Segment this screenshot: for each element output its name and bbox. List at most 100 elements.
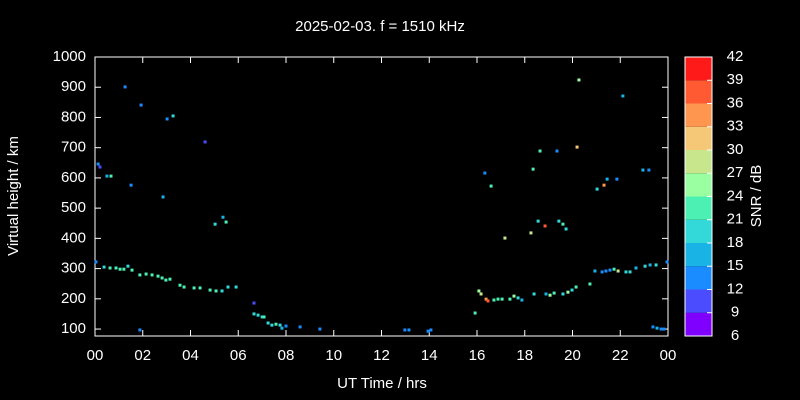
point [426,329,430,333]
y-tick-label: 1000 [53,48,86,65]
colorbar-band [685,243,712,267]
point [208,288,212,292]
point [486,299,490,303]
point [604,269,608,273]
x-tick-label: 04 [182,347,199,364]
point [634,266,638,270]
point [473,311,477,315]
point [252,301,256,305]
y-tick-label: 300 [61,260,86,277]
colorbar-label: SNR / dB [748,165,765,228]
point [605,177,609,181]
point [221,215,225,219]
point [561,292,565,296]
point [118,267,122,271]
point [160,276,164,280]
point [256,313,260,317]
point [552,291,556,295]
point [612,267,616,271]
point [150,273,154,277]
point [570,288,574,292]
x-tick-label: 00 [87,347,104,364]
point [615,177,619,181]
point [108,266,112,270]
chart-title: 2025-02-03. f = 1510 kHz [295,18,465,35]
point [226,285,230,289]
point [564,227,568,231]
point [123,85,127,89]
point [575,145,579,149]
point [520,298,524,302]
point [234,285,238,289]
colorbar-tick-label: 36 [727,94,744,111]
point [479,292,483,296]
colorbar-band [685,173,712,197]
point [641,168,645,172]
point [492,298,496,302]
point [624,270,628,274]
point [557,219,561,223]
colorbar-tick-label: 9 [731,304,739,321]
point [274,322,278,326]
colorbar-band [685,312,712,336]
point [280,326,284,330]
point [270,323,274,327]
point [654,263,658,267]
colorbar-band [685,103,712,127]
point [531,167,535,171]
point [544,292,548,296]
colorbar-tick-label: 42 [727,48,744,65]
y-tick-label: 200 [61,290,86,307]
colorbar-tick-label: 39 [727,71,744,88]
point [278,323,282,327]
point [220,289,224,293]
point [655,326,659,330]
colorbar-band [685,266,712,290]
point [532,292,536,296]
x-tick-label: 16 [469,347,486,364]
point [122,267,126,271]
x-tick-label: 02 [134,347,151,364]
point [224,220,228,224]
point [403,328,407,332]
point [665,260,669,264]
point [156,274,160,278]
y-tick-label: 100 [61,320,86,337]
point [192,286,196,290]
point [555,149,559,153]
point [484,297,488,301]
colorbar-tick-label: 27 [727,164,744,181]
point [574,285,578,289]
point [429,328,433,332]
colorbar-band [685,150,712,174]
x-tick-label: 22 [612,347,629,364]
point [407,328,411,332]
point [588,282,592,286]
point [105,174,109,178]
colorbar-tick-label: 12 [727,280,744,297]
point [126,264,130,268]
x-axis-label: UT Time / hrs [337,375,427,392]
point [602,183,606,187]
x-tick-label: 10 [325,347,342,364]
point [161,195,165,199]
y-tick-label: 400 [61,229,86,246]
point [561,222,565,226]
point [508,297,512,301]
point [262,315,266,319]
point [648,263,652,267]
point [171,114,175,118]
point [164,278,168,282]
point [198,286,202,290]
point [98,165,102,169]
point [252,312,256,316]
colorbar-tick-label: 30 [727,141,744,158]
colorbar-tick-label: 6 [731,327,739,344]
point [168,277,172,281]
point [178,283,182,287]
point [512,294,516,298]
point [516,296,520,300]
